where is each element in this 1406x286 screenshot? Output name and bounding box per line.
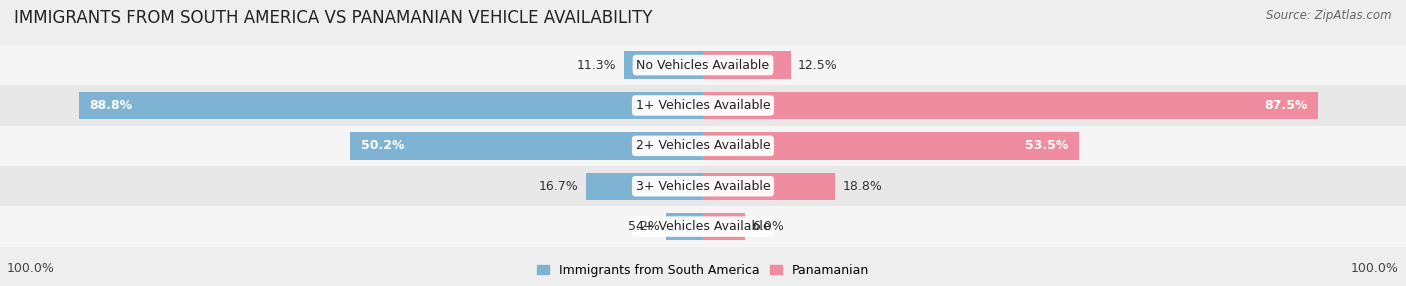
Text: 16.7%: 16.7% bbox=[538, 180, 579, 193]
Text: 11.3%: 11.3% bbox=[576, 59, 616, 72]
Text: 87.5%: 87.5% bbox=[1264, 99, 1308, 112]
Bar bbox=[666, 213, 703, 240]
Text: 1+ Vehicles Available: 1+ Vehicles Available bbox=[636, 99, 770, 112]
Bar bbox=[0, 166, 1406, 206]
Bar bbox=[703, 51, 790, 79]
Bar bbox=[703, 172, 835, 200]
Text: 100.0%: 100.0% bbox=[1351, 262, 1399, 275]
Text: 3+ Vehicles Available: 3+ Vehicles Available bbox=[636, 180, 770, 193]
Text: 18.8%: 18.8% bbox=[842, 180, 882, 193]
Text: 50.2%: 50.2% bbox=[360, 139, 404, 152]
Text: 5.2%: 5.2% bbox=[627, 220, 659, 233]
Text: 100.0%: 100.0% bbox=[7, 262, 55, 275]
Legend: Immigrants from South America, Panamanian: Immigrants from South America, Panamania… bbox=[537, 264, 869, 277]
Text: 88.8%: 88.8% bbox=[89, 99, 132, 112]
Bar bbox=[0, 126, 1406, 166]
Text: Source: ZipAtlas.com: Source: ZipAtlas.com bbox=[1267, 9, 1392, 21]
Text: 53.5%: 53.5% bbox=[1025, 139, 1069, 152]
Bar bbox=[586, 172, 703, 200]
Bar bbox=[0, 45, 1406, 85]
Bar bbox=[79, 92, 703, 119]
Bar bbox=[624, 51, 703, 79]
Bar bbox=[703, 92, 1319, 119]
Text: 6.0%: 6.0% bbox=[752, 220, 785, 233]
Text: 4+ Vehicles Available: 4+ Vehicles Available bbox=[636, 220, 770, 233]
Text: 12.5%: 12.5% bbox=[799, 59, 838, 72]
Bar bbox=[703, 132, 1080, 160]
Bar bbox=[350, 132, 703, 160]
Bar bbox=[703, 213, 745, 240]
Text: IMMIGRANTS FROM SOUTH AMERICA VS PANAMANIAN VEHICLE AVAILABILITY: IMMIGRANTS FROM SOUTH AMERICA VS PANAMAN… bbox=[14, 9, 652, 27]
Bar bbox=[0, 85, 1406, 126]
Text: No Vehicles Available: No Vehicles Available bbox=[637, 59, 769, 72]
Bar bbox=[0, 206, 1406, 247]
Text: 2+ Vehicles Available: 2+ Vehicles Available bbox=[636, 139, 770, 152]
